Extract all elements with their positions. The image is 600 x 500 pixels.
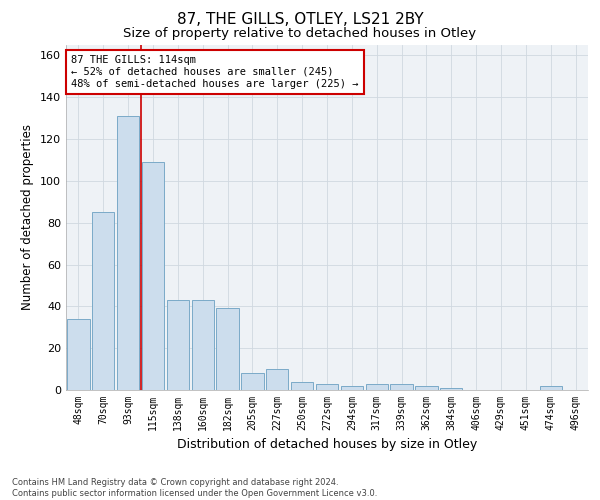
- Bar: [391, 384, 413, 390]
- Bar: [539, 386, 562, 390]
- Bar: [316, 384, 338, 390]
- Bar: [67, 319, 89, 390]
- Text: Size of property relative to detached houses in Otley: Size of property relative to detached ho…: [124, 28, 476, 40]
- Bar: [266, 369, 289, 390]
- Bar: [365, 384, 388, 390]
- Bar: [191, 300, 214, 390]
- Bar: [92, 212, 115, 390]
- Bar: [291, 382, 313, 390]
- Bar: [142, 162, 164, 390]
- Bar: [167, 300, 189, 390]
- Bar: [440, 388, 463, 390]
- Text: Contains HM Land Registry data © Crown copyright and database right 2024.
Contai: Contains HM Land Registry data © Crown c…: [12, 478, 377, 498]
- Bar: [217, 308, 239, 390]
- Bar: [341, 386, 363, 390]
- Bar: [241, 374, 263, 390]
- Text: 87, THE GILLS, OTLEY, LS21 2BY: 87, THE GILLS, OTLEY, LS21 2BY: [176, 12, 424, 28]
- Bar: [415, 386, 437, 390]
- Bar: [117, 116, 139, 390]
- Y-axis label: Number of detached properties: Number of detached properties: [22, 124, 34, 310]
- X-axis label: Distribution of detached houses by size in Otley: Distribution of detached houses by size …: [177, 438, 477, 452]
- Text: 87 THE GILLS: 114sqm
← 52% of detached houses are smaller (245)
48% of semi-deta: 87 THE GILLS: 114sqm ← 52% of detached h…: [71, 56, 359, 88]
